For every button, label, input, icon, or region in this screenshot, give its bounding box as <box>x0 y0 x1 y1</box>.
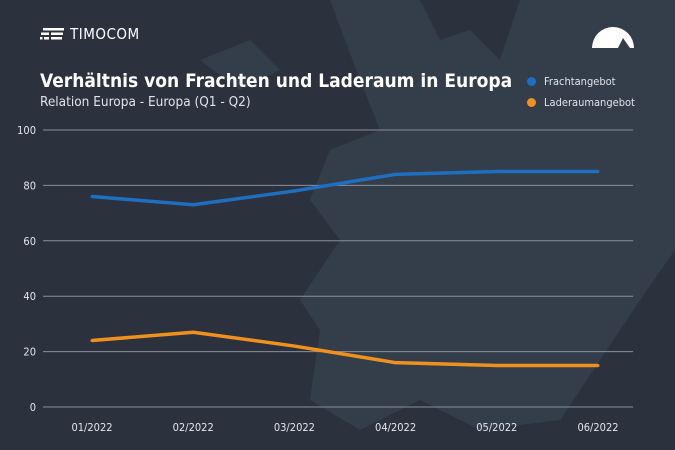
data-point <box>596 170 600 174</box>
series-line-frachtangebot <box>91 169 598 207</box>
data-point <box>90 339 94 343</box>
data-point <box>292 189 296 193</box>
legend-dot-blue <box>527 77 536 86</box>
data-point <box>495 363 499 367</box>
x-tick-label: 05/2022 <box>476 421 517 434</box>
legend-item-frachtangebot: Frachtangebot <box>527 71 635 92</box>
data-point <box>596 363 600 367</box>
data-point <box>292 344 296 348</box>
chart-title: Verhältnis von Frachten und Laderaum in … <box>40 70 513 92</box>
y-tick-label: 60 <box>23 235 36 248</box>
legend: Frachtangebot Laderaumangebot <box>527 71 635 113</box>
x-tick-label: 03/2022 <box>274 421 315 434</box>
y-tick-label: 0 <box>30 401 36 414</box>
y-tick-label: 100 <box>17 124 36 137</box>
timocom-logo-icon <box>40 28 64 40</box>
y-tick-label: 80 <box>23 179 36 192</box>
legend-dot-orange <box>527 98 536 107</box>
y-tick-label: 40 <box>23 290 36 303</box>
x-tick-label: 01/2022 <box>71 421 112 434</box>
x-tick-label: 02/2022 <box>173 421 214 434</box>
legend-label: Laderaumangebot <box>544 96 635 109</box>
legend-item-laderaumangebot: Laderaumangebot <box>527 92 635 113</box>
data-point <box>191 330 195 334</box>
x-tick-label: 06/2022 <box>577 421 618 434</box>
logo-text: TIMOCOM <box>70 25 140 43</box>
data-point <box>191 203 195 207</box>
timocom-logo: TIMOCOM <box>40 25 140 43</box>
data-point <box>495 170 499 174</box>
data-point <box>394 172 398 176</box>
series-line-laderaumangebot <box>91 330 598 368</box>
chart-subtitle: Relation Europa - Europa (Q1 - Q2) <box>40 94 251 110</box>
legend-label: Frachtangebot <box>544 75 616 88</box>
y-tick-label: 20 <box>23 346 36 359</box>
gauge-icon <box>592 27 634 48</box>
data-point <box>394 361 398 365</box>
data-point <box>90 194 94 198</box>
x-tick-label: 04/2022 <box>375 421 416 434</box>
